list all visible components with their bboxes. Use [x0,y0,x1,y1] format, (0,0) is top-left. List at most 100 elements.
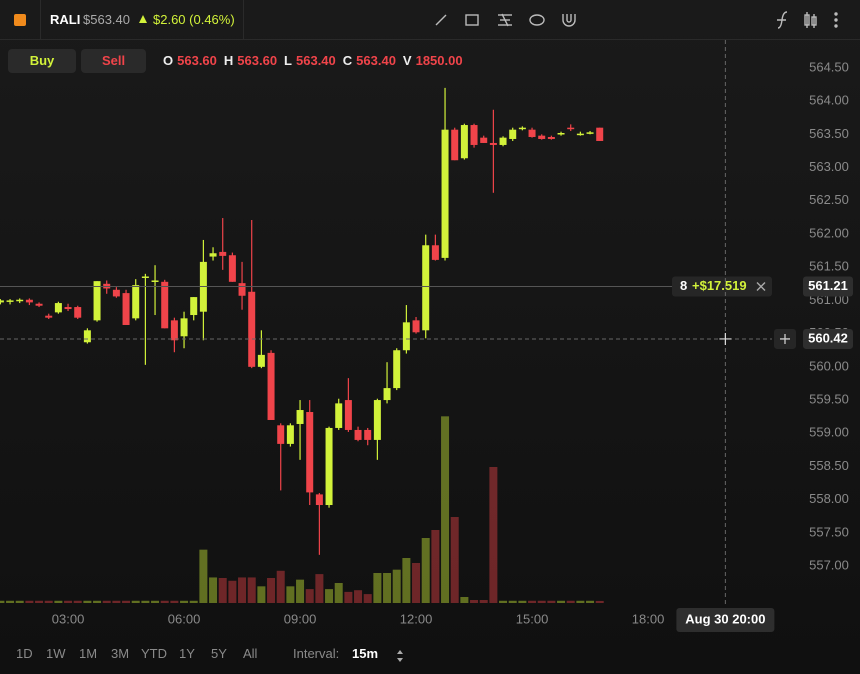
crosshair-price-box [803,328,853,349]
y-tick-label: 562.50 [809,192,849,207]
ohlcv-legend: O 563.60 H 563.60 L 563.40 C 563.40 V 1850.00 [163,53,466,68]
candle-body [83,330,91,343]
range-button[interactable]: 1W [46,646,66,661]
candle-body [248,291,256,367]
candle-body [567,127,575,130]
volume-bar [44,600,53,603]
volume-bar [170,600,179,603]
candle-body [16,299,24,302]
marker-price-box [803,276,853,297]
crosshair-price: 560.42 [808,330,848,345]
interval-value[interactable]: 15m [352,646,379,661]
volume-bar [151,600,160,603]
candle-body [219,251,227,256]
range-button[interactable]: 1Y [179,646,195,661]
candle-body [354,429,362,440]
volume-bar [595,600,604,603]
logo-icon[interactable] [14,14,26,26]
range-button[interactable]: 1D [16,646,33,661]
candle-body [151,280,159,282]
x-tick-label: 18:00 [632,611,665,626]
range-button[interactable]: YTD [141,646,167,661]
candle-body [74,307,82,318]
candle-body [286,425,294,444]
y-tick-label: 558.50 [809,458,849,473]
range-button[interactable]: All [243,646,258,661]
volume-bar [508,600,517,603]
candle-body [335,403,343,428]
candle-body [296,410,304,424]
volume-bar [586,600,595,603]
candle-body [112,289,120,297]
candle-body [209,253,217,257]
sell-button[interactable]: Sell [81,49,146,73]
volume-bar [373,573,382,603]
candle-body [422,245,430,331]
volume-bar [383,573,392,603]
candle-body [277,425,285,444]
x-tick-label: 03:00 [52,611,85,626]
candle-body [190,297,198,316]
candle-body [180,318,188,337]
volume-bar [499,600,508,603]
volume-bar [537,600,546,603]
legend-key: V [402,53,412,68]
volume-bar [199,549,208,603]
marker-price: 561.21 [808,278,848,293]
candle-body [267,352,275,420]
volume-bar [412,563,421,603]
up-arrow-icon [139,15,147,23]
range-selector: 1D 1W 1M 3M YTD 1Y 5Y All [0,646,280,666]
candle-body [576,133,584,136]
y-tick-label: 562.00 [809,225,849,240]
marker-box [672,276,772,297]
legend-value: 563.60 [177,53,217,68]
buy-button[interactable]: Buy [8,49,76,73]
volume-bar [315,574,324,603]
x-tick-label: 06:00 [168,611,201,626]
candle-body [257,354,265,367]
change: $2.60 (0.46%) [153,12,235,27]
y-tick-label: 564.50 [809,59,849,74]
volume-bar [102,600,111,603]
range-button[interactable]: 5Y [211,646,227,661]
legend-value: 563.40 [296,53,336,68]
volume-bar [547,600,556,603]
drawing-tools[interactable] [425,8,585,32]
crosshair-cursor [719,332,732,345]
legend-key: H [223,53,234,68]
crosshair-time: Aug 30 20:00 [685,611,765,626]
volume-bar [238,577,247,603]
candle-body [538,135,546,139]
volume-bar [518,600,527,603]
candle-body [373,400,381,440]
candle-body [402,322,410,351]
candle-body [141,276,149,278]
candle-body [470,125,478,145]
candle-body [238,283,246,296]
volume-bar [344,591,353,603]
candle-body [509,129,517,139]
volume-bar [257,586,266,603]
volume-bar [286,586,295,603]
volume-bar [305,589,314,603]
range-button[interactable]: 1M [79,646,98,661]
volume-bar [35,600,44,603]
interval-stepper[interactable] [395,648,405,664]
candle-body [306,412,314,493]
volume-bar [566,600,575,603]
candle-body [25,299,33,303]
y-tick-label: 557.00 [809,558,849,573]
candle-body [547,136,555,139]
chart-tools[interactable] [770,8,850,32]
volume-bar [25,600,34,603]
range-button[interactable]: 3M [111,646,130,661]
volume-bar [354,590,363,603]
y-tick-label: 558.00 [809,491,849,506]
volume-bar [325,589,334,603]
volume-bar [276,570,285,603]
marker-count: 8 [680,278,687,293]
candle-body [54,303,62,313]
